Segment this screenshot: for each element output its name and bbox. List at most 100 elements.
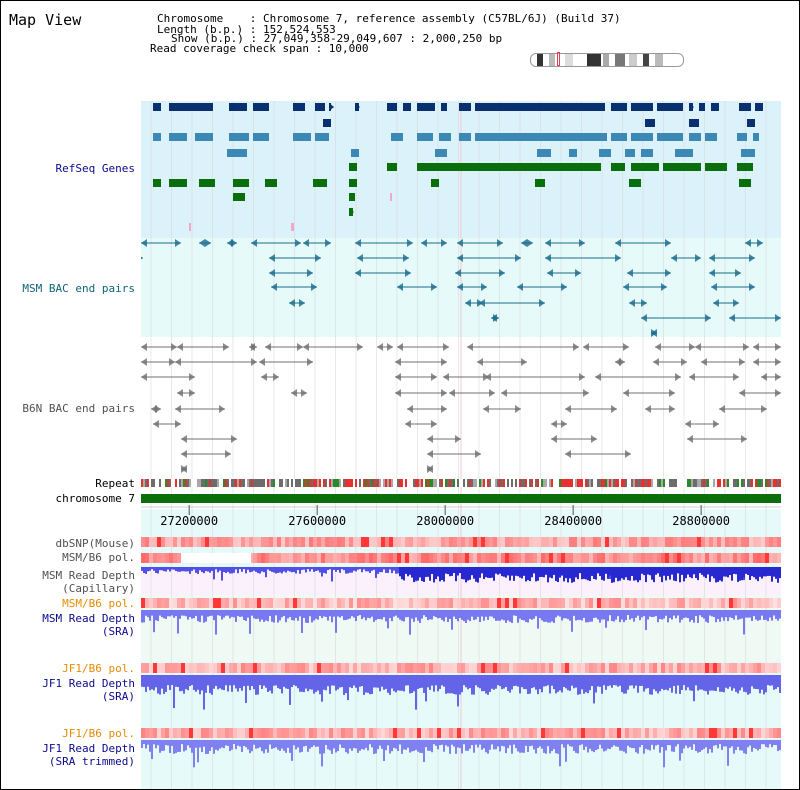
jf1-sra-depth-bar [475,675,477,686]
genome-track-plot[interactable]: 27200000 27600000 28000000 28400000 28800000 [141,99,781,790]
jf1-trimmed-depth-bar [383,740,385,761]
track-label-jf1-read-depth-trimmed[interactable]: JF1 Read Depth [42,742,135,755]
jf1-trimmed-depth-bar [589,740,591,749]
msm-capillary-depth-bar [317,567,319,571]
jf1-b6-pol-2-heat-cell [529,728,533,738]
jf1-b6-pol-2-heat-cell [181,728,185,738]
jf1-sra-depth-bar [291,675,293,688]
msm-sra-depth-bar [737,610,739,620]
msm-capillary-depth-bar [463,567,465,580]
jf1-b6-pol-heat-cell [333,663,337,673]
gene-arrow [153,179,158,187]
jf1-trimmed-depth-bar [279,740,281,751]
bac-end-right [661,283,667,291]
msm-sra-depth-bar [343,610,345,621]
track-label-jf1-read-depth-sra[interactable]: JF1 Read Depth [42,677,135,690]
track-label-msm-bac-end-pairs[interactable]: MSM BAC end pairs [22,282,135,295]
axis-tick-label: 28800000 [672,514,730,528]
dbsnp-heat-cell [589,537,593,547]
jf1-trimmed-depth-bar [235,740,237,750]
gene-feature [169,179,187,187]
repeat-element [381,479,383,487]
gene-feature [475,103,605,111]
jf1-trimmed-depth-bar [447,740,449,747]
jf1-trimmed-depth-bar [359,740,361,751]
msm-sra-depth-bar [177,610,179,634]
jf1-b6-pol-2-heat-cell [389,728,393,738]
track-label-jf1-b6-pol[interactable]: JF1/B6 pol. [62,662,135,675]
msm-b6-pol-heat-cell [617,553,621,563]
dbsnp-heat-cell [689,537,693,547]
msm-sra-depth-bar [271,610,273,622]
jf1-sra-depth-bar [351,675,353,689]
jf1-b6-pol-heat-cell [141,663,145,673]
msm-capillary-depth-bar [331,567,333,582]
msm-capillary-depth-bar [387,567,389,573]
msm-capillary-depth-bar [179,567,181,572]
track-label-msm-read-depth-sra[interactable]: MSM Read Depth [42,612,135,625]
track-label-chromosome[interactable]: chromosome 7 [55,492,135,505]
msm-sra-depth-bar [221,610,223,620]
dbsnp-heat-cell [361,537,365,547]
msm-sra-depth-bar [639,610,641,621]
bac-end-right [651,329,657,337]
repeat-element [563,479,565,487]
chromosome-ideogram[interactable] [530,53,684,67]
jf1-b6-pol-2-heat-cell [253,728,257,738]
msm-capillary-depth-bar [647,567,649,575]
bac-end-left [251,239,257,247]
msm-b6-pol-2-heat-cell [293,598,297,608]
msm-b6-pol-2-heat-cell [533,598,537,608]
msm-b6-pol-heat-cell [149,553,153,563]
bac-end-right [405,269,411,277]
ideogram-position-marker[interactable] [557,52,560,66]
track-label-repeat[interactable]: Repeat [95,477,135,490]
repeat-element [593,479,595,487]
msm-b6-pol-heat-cell [405,553,409,563]
jf1-trimmed-depth-bar [745,740,747,754]
track-label-jf1-b6-pol-2[interactable]: JF1/B6 pol. [62,727,135,740]
jf1-sra-depth-bar [519,675,521,694]
repeat-element [315,479,317,487]
msm-b6-pol-heat-cell [517,553,521,563]
jf1-trimmed-depth-bar [705,740,707,748]
track-label-msm-read-depth-capillary[interactable]: MSM Read Depth [42,569,135,582]
dbsnp-heat-cell [765,537,769,547]
msm-b6-pol-heat-cell [173,553,177,563]
jf1-b6-pol-2-heat-cell [705,728,709,738]
jf1-b6-pol-2-heat-cell [457,728,461,738]
jf1-b6-pol-heat-cell [509,663,513,673]
msm-b6-pol-heat-cell [177,553,181,563]
jf1-b6-pol-heat-cell [537,663,541,673]
track-label-refseq-genes[interactable]: RefSeq Genes [55,162,135,175]
repeat-element [623,479,625,487]
msm-b6-pol-heat-cell [477,553,481,563]
jf1-b6-pol-heat-cell [277,663,281,673]
jf1-b6-pol-heat-cell [409,663,413,673]
jf1-b6-pol-2-heat-cell [669,728,673,738]
jf1-sra-depth-bar [491,675,493,689]
jf1-sra-depth-bar [721,675,723,692]
jf1-b6-pol-heat-cell [757,663,761,673]
jf1-sra-depth-bar [651,675,653,695]
msm-b6-pol-heat-cell [621,553,625,563]
track-label-msm-b6-pol-2[interactable]: MSM/B6 pol. [62,597,135,610]
jf1-trimmed-depth-bar [639,740,641,748]
repeat-element [467,479,469,487]
jf1-trimmed-depth-bar [773,740,775,746]
jf1-b6-pol-heat-cell [173,663,177,673]
jf1-b6-pol-heat-cell [697,663,701,673]
track-label-b6n-bac-end-pairs[interactable]: B6N BAC end pairs [22,402,135,415]
track-label-msm-b6-pol[interactable]: MSM/B6 pol. [62,551,135,564]
msm-sra-depth-bar [419,610,421,623]
track-label-dbsnp[interactable]: dbSNP(Mouse) [55,537,135,550]
jf1-sra-depth-bar [587,675,589,694]
msm-b6-pol-heat-cell [769,553,773,563]
jf1-trimmed-depth-bar [559,740,561,767]
axis-tick-label: 27600000 [288,514,346,528]
msm-sra-depth-bar [315,610,317,619]
jf1-b6-pol-2-heat-cell [745,728,749,738]
repeat-element [229,479,231,487]
msm-b6-pol-2-heat-cell [701,598,705,608]
msm-b6-pol-2-heat-cell [661,598,665,608]
